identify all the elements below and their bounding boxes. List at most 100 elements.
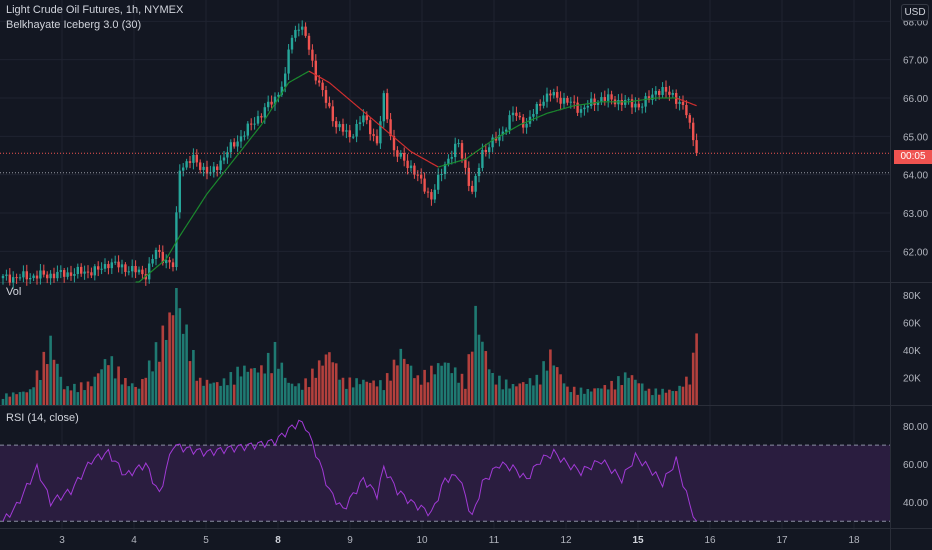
candle-body	[447, 158, 450, 165]
volume-bar	[331, 362, 335, 405]
volume-bar	[511, 384, 515, 405]
volume-bar	[640, 383, 644, 405]
candle-body	[413, 165, 416, 175]
volume-bar	[86, 381, 90, 405]
candle-body	[355, 123, 358, 137]
volume-bar	[375, 386, 379, 405]
volume-bar	[56, 363, 59, 405]
iceberg-segment	[247, 137, 252, 143]
volume-bar	[399, 348, 403, 405]
candle-body	[488, 147, 491, 153]
currency-button[interactable]: USD	[901, 4, 929, 21]
volume-bar	[178, 308, 182, 405]
time-tick-label: 10	[416, 535, 428, 546]
candle-body	[579, 109, 583, 113]
iceberg-segment	[458, 159, 463, 162]
candle-body	[127, 271, 130, 273]
volume-bar	[440, 365, 443, 405]
candle-body	[76, 266, 79, 274]
volume-bar	[521, 382, 525, 405]
price-tick-label: 66.00	[903, 94, 928, 105]
time-tick-label: 11	[489, 535, 500, 546]
volume-bar	[62, 389, 66, 405]
volume-bar	[525, 383, 528, 405]
iceberg-segment	[301, 72, 306, 76]
candle-body	[318, 80, 321, 83]
price-tick-label: 62.00	[903, 247, 928, 258]
candle-body	[505, 129, 508, 132]
candle-body	[423, 178, 426, 192]
volume-bar	[562, 383, 566, 405]
volume-bar	[501, 389, 505, 405]
volume-bar	[151, 371, 154, 405]
volume-bar	[433, 374, 437, 405]
iceberg-segment	[383, 128, 388, 132]
iceberg-segment	[505, 130, 510, 134]
candle-body	[392, 136, 396, 151]
candle-body	[450, 157, 453, 159]
volume-bar	[49, 335, 52, 405]
volume-bar	[569, 392, 573, 405]
candle-body	[369, 120, 372, 135]
volume-bar	[532, 385, 535, 405]
volume-bar	[606, 389, 610, 405]
rsi-line	[2, 419, 697, 522]
candle-body	[165, 259, 168, 264]
iceberg-segment	[192, 209, 198, 216]
volume-bar	[270, 373, 273, 405]
volume-bar	[328, 352, 331, 405]
candle-body	[375, 135, 379, 144]
volume-bar	[96, 373, 100, 405]
iceberg-segment	[689, 102, 694, 105]
volume-bar	[447, 362, 450, 405]
candle-body	[443, 164, 447, 174]
axis-labels: 68.00 67.00 66.00 65.00 64.00 63.00 62.00 80K 60…	[59, 17, 928, 546]
volume-bar	[572, 386, 576, 405]
volume-bar	[239, 376, 243, 405]
volume-bar	[368, 382, 372, 405]
candle-body	[634, 103, 637, 108]
iceberg-segment	[284, 82, 290, 89]
candle-body	[681, 101, 685, 106]
volume-bar	[453, 367, 457, 405]
iceberg-segment	[512, 126, 517, 130]
rsi-pane-title: RSI (14, close)	[6, 412, 79, 424]
candle-body	[389, 119, 392, 137]
candle-body	[348, 130, 351, 138]
volume-tick-label: 60K	[903, 318, 921, 329]
iceberg-segment	[216, 176, 222, 182]
volume-bar	[154, 342, 158, 405]
volume-bar	[613, 389, 617, 405]
volume-bar	[219, 385, 222, 405]
iceberg-segment	[448, 162, 452, 165]
candle-body	[607, 94, 610, 101]
volume-bar	[59, 376, 63, 405]
candle-body	[12, 277, 15, 283]
candle-body	[199, 162, 202, 170]
candle-body	[678, 101, 681, 104]
belkhayate-iceberg-line	[135, 70, 697, 283]
volume-bar	[555, 367, 559, 405]
price-tick-label: 68.00	[903, 17, 928, 28]
iceberg-segment	[478, 146, 483, 151]
volume-bars	[1, 288, 698, 405]
volume-bar	[229, 372, 233, 405]
volume-bar	[362, 379, 365, 405]
candle-body	[263, 107, 266, 118]
volume-bar	[283, 377, 287, 405]
volume-bar	[188, 361, 192, 405]
volume-bar	[674, 391, 678, 405]
candle-body	[532, 114, 535, 117]
volume-bar	[691, 352, 695, 405]
candle-body	[290, 37, 294, 50]
candle-body	[148, 263, 151, 280]
volume-bar	[103, 359, 107, 405]
candle-body	[457, 143, 460, 145]
iceberg-segment	[380, 125, 385, 130]
candle-body	[124, 264, 127, 272]
candle-body	[338, 124, 341, 128]
candle-body	[29, 278, 32, 280]
candle-body	[141, 269, 144, 275]
volume-bar	[498, 375, 501, 405]
